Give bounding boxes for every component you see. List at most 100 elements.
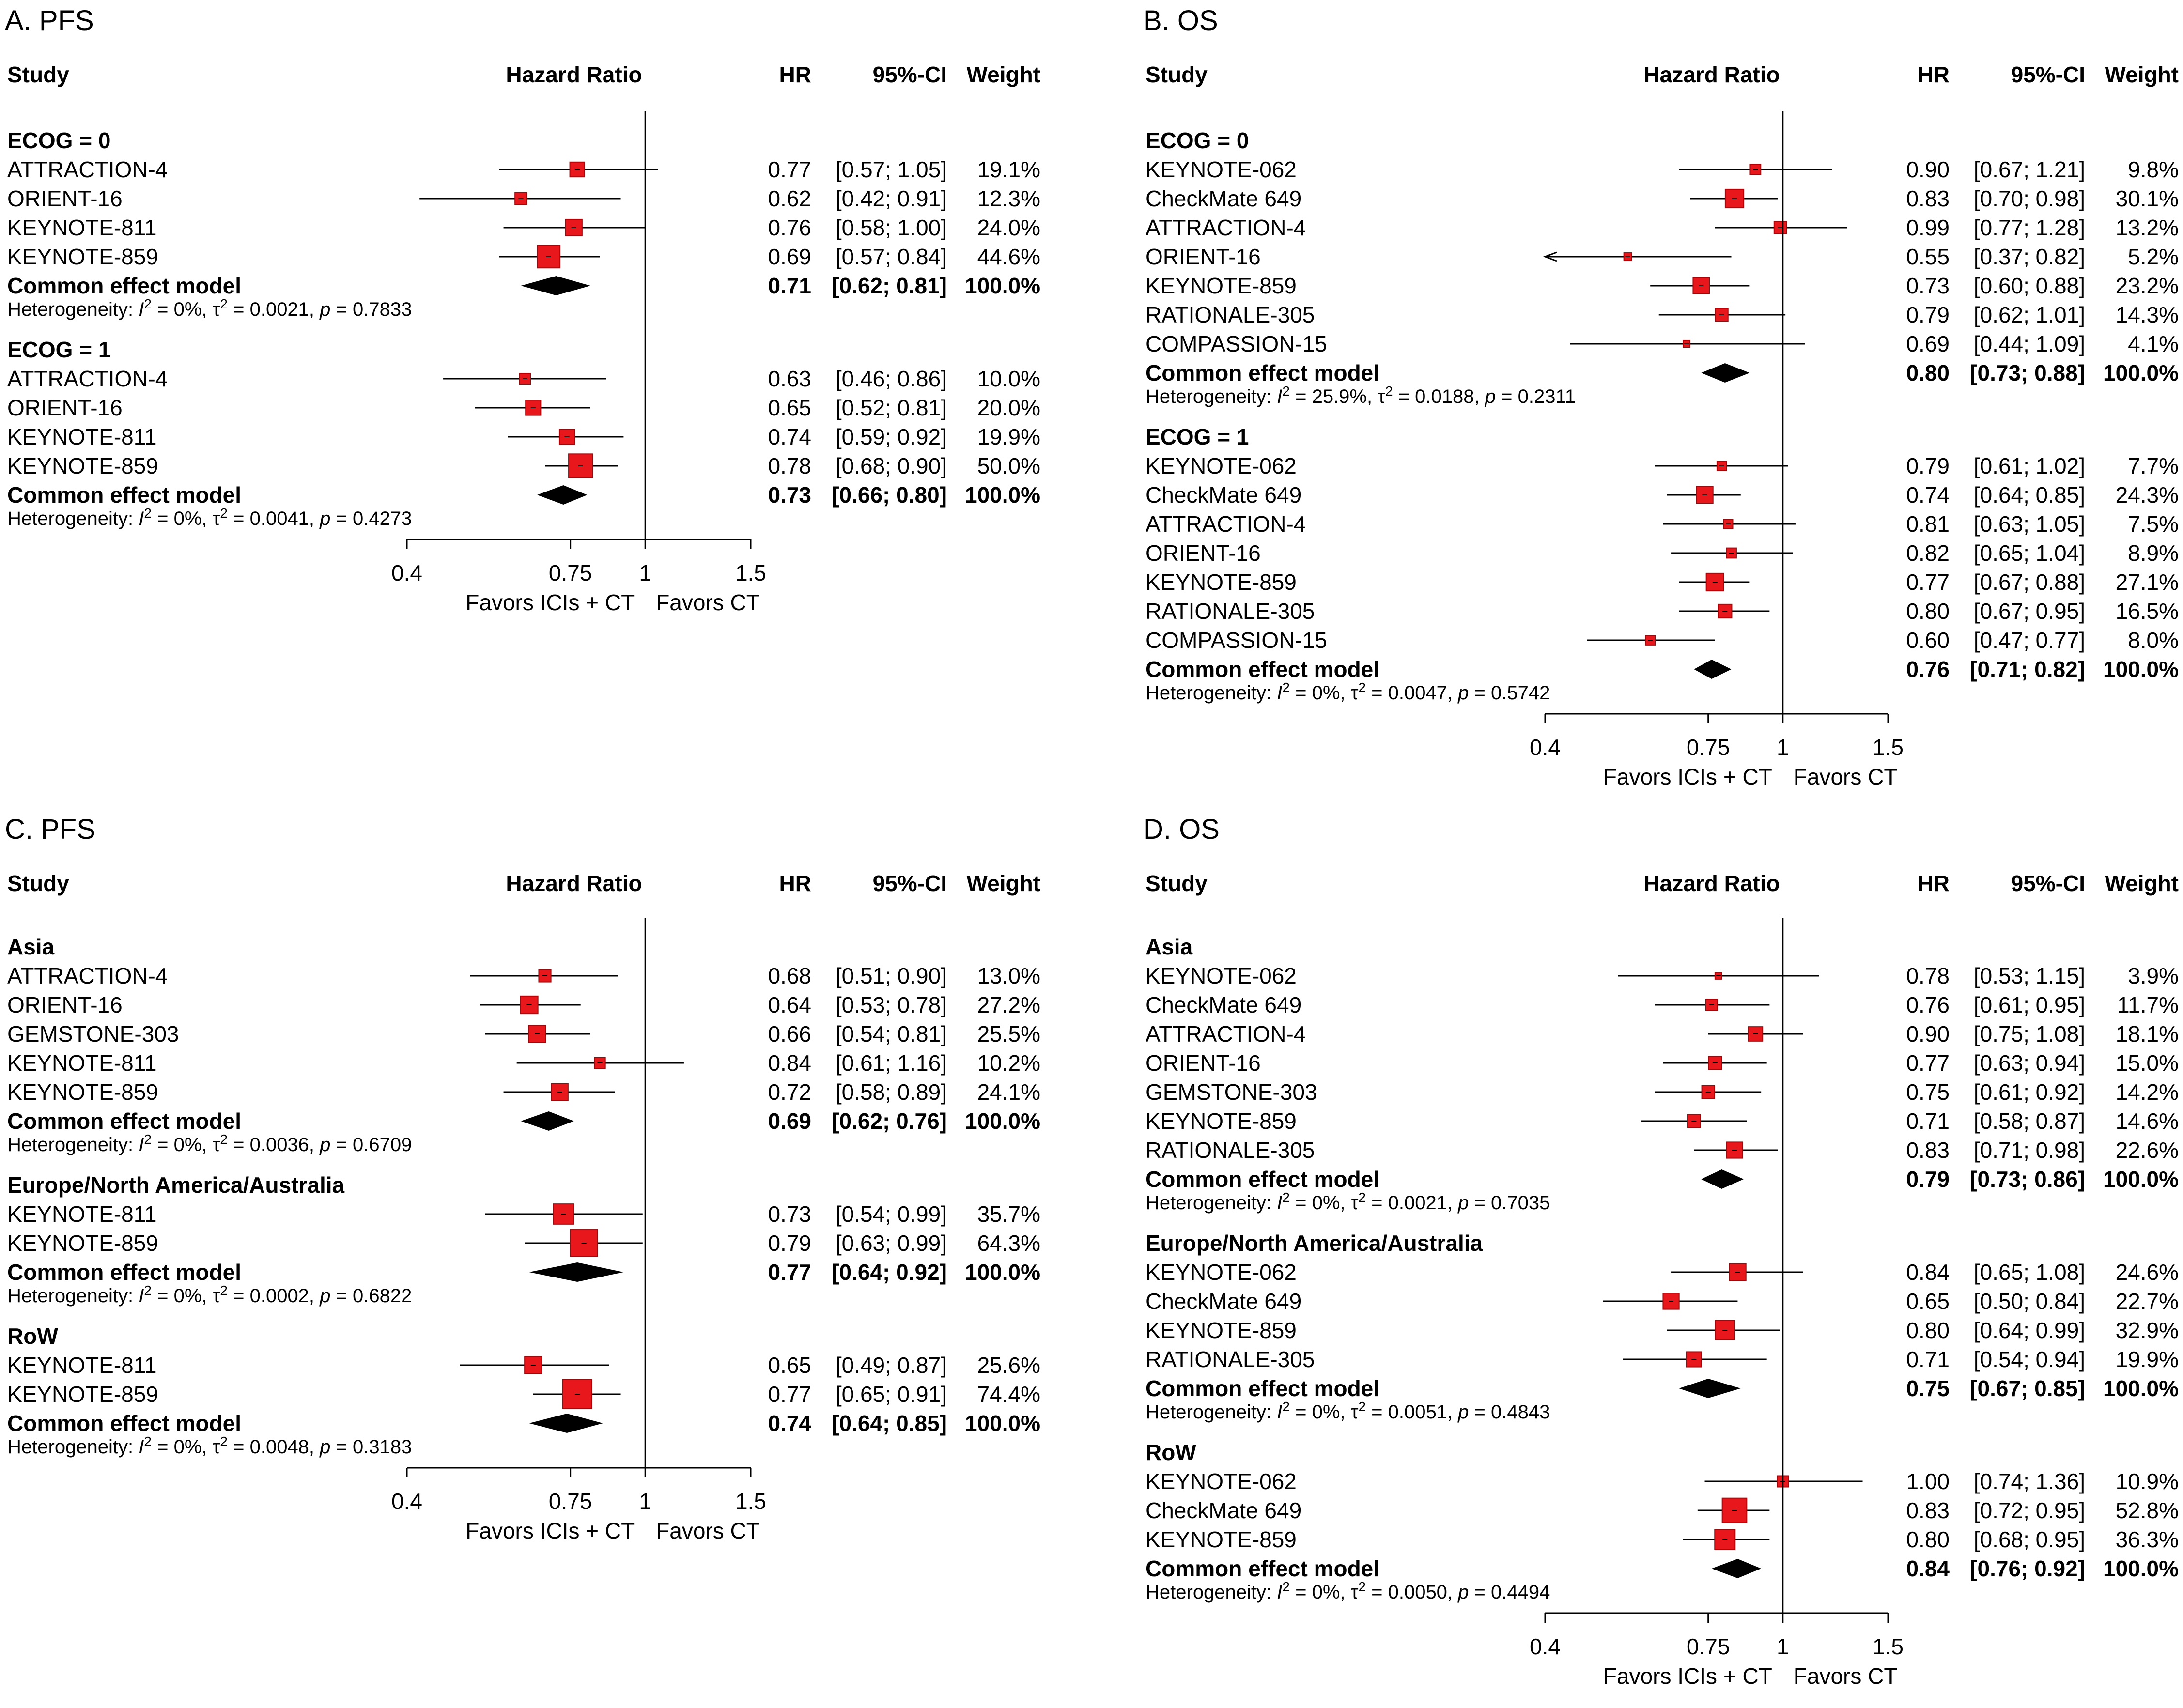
x-tick-label: 0.4	[391, 560, 422, 585]
study-name: CheckMate 649	[1146, 1289, 1301, 1314]
study-name: RATIONALE-305	[1146, 1347, 1315, 1372]
ci-value: [0.58; 0.87]	[1974, 1108, 2085, 1134]
weight-value: 27.2%	[977, 992, 1040, 1017]
weight-value: 24.6%	[2116, 1260, 2179, 1285]
weight-value: 44.6%	[977, 244, 1040, 269]
weight-value: 52.8%	[2116, 1498, 2179, 1523]
weight-value: 50.0%	[977, 453, 1040, 478]
weight-value: 8.0%	[2128, 628, 2179, 653]
weight-value: 12.3%	[977, 186, 1040, 211]
ci-value: [0.71; 0.98]	[1974, 1138, 2085, 1163]
hr-value: 0.77	[768, 157, 811, 182]
ci-value: [0.61; 0.95]	[1974, 992, 2085, 1017]
subgroup-heading: ECOG = 0	[1146, 128, 1249, 153]
weight-value: 22.7%	[2116, 1289, 2179, 1314]
header-hazard-ratio: Hazard Ratio	[1643, 871, 1780, 896]
x-tick-label: 0.75	[549, 560, 592, 585]
pooled-ci-value: [0.62; 0.76]	[832, 1108, 947, 1134]
header-hazard-ratio: Hazard Ratio	[506, 62, 642, 87]
subgroup-heading: Europe/North America/Australia	[1146, 1231, 1483, 1256]
study-name: COMPASSION-15	[1146, 628, 1327, 653]
ci-value: [0.46; 0.86]	[836, 366, 947, 391]
ci-arrow	[1543, 251, 1557, 262]
weight-value: 13.0%	[977, 963, 1040, 988]
hr-value: 0.77	[768, 1382, 811, 1407]
weight-square	[1708, 1056, 1722, 1070]
study-name: KEYNOTE-062	[1146, 1260, 1297, 1285]
weight-value: 30.1%	[2116, 186, 2179, 211]
ci-value: [0.57; 1.05]	[836, 157, 947, 182]
x-tick-label: 1.5	[1873, 1634, 1904, 1659]
ci-value: [0.44; 1.09]	[1974, 331, 2085, 356]
study-name: ORIENT-16	[1146, 540, 1261, 566]
study-name: KEYNOTE-062	[1146, 157, 1297, 182]
pooled-diamond	[521, 276, 591, 295]
ci-value: [0.60; 0.88]	[1974, 273, 2085, 298]
weight-value: 14.3%	[2116, 302, 2179, 327]
hr-value: 0.90	[1906, 1021, 1950, 1046]
x-tick-label: 0.4	[391, 1489, 422, 1514]
weight-square	[528, 1025, 546, 1043]
common-effect-label: Common effect model	[1146, 1556, 1379, 1581]
hr-value: 0.99	[1906, 215, 1950, 240]
favors-left-label: Favors ICIs + CT	[465, 1518, 635, 1543]
header-weight: Weight	[967, 62, 1040, 87]
header-ci: 95%-CI	[873, 871, 947, 896]
weight-square	[558, 429, 575, 445]
heterogeneity-stats: Heterogeneity: I2 = 0%, τ2 = 0.0021, p =…	[7, 296, 412, 321]
ci-value: [0.54; 0.94]	[1974, 1347, 2085, 1372]
hr-value: 0.80	[1906, 1527, 1950, 1552]
x-tick-label: 0.75	[1687, 1634, 1730, 1659]
ci-value: [0.61; 0.92]	[1974, 1079, 2085, 1105]
study-name: RATIONALE-305	[1146, 302, 1315, 327]
ci-value: [0.50; 0.84]	[1974, 1289, 2085, 1314]
hr-value: 0.69	[1906, 331, 1950, 356]
ci-value: [0.67; 0.95]	[1974, 599, 2085, 624]
study-name: KEYNOTE-859	[1146, 1108, 1297, 1134]
hr-value: 0.72	[768, 1079, 811, 1105]
pooled-weight-value: 100.0%	[965, 273, 1040, 298]
ci-value: [0.42; 0.91]	[836, 186, 947, 211]
x-tick-label: 1	[639, 560, 651, 585]
pooled-weight-value: 100.0%	[965, 1411, 1040, 1436]
pooled-ci-value: [0.64; 0.92]	[832, 1260, 947, 1285]
weight-value: 23.2%	[2116, 273, 2179, 298]
weight-value: 19.1%	[977, 157, 1040, 182]
ci-value: [0.65; 0.91]	[836, 1382, 947, 1407]
subgroup-heading: ECOG = 1	[1146, 424, 1249, 449]
weight-value: 15.0%	[2116, 1050, 2179, 1076]
hr-value: 0.64	[768, 992, 811, 1017]
favors-left-label: Favors ICIs + CT	[1603, 764, 1772, 789]
hr-value: 0.74	[768, 424, 811, 449]
study-name: ATTRACTION-4	[7, 157, 168, 182]
weight-value: 5.2%	[2128, 244, 2179, 269]
hr-value: 0.79	[768, 1231, 811, 1256]
ci-value: [0.53; 1.15]	[1974, 963, 2085, 988]
ci-value: [0.65; 1.08]	[1974, 1260, 2085, 1285]
weight-value: 10.0%	[977, 366, 1040, 391]
heterogeneity-stats: Heterogeneity: I2 = 0%, τ2 = 0.0047, p =…	[1146, 680, 1550, 704]
header-ci: 95%-CI	[873, 62, 947, 87]
study-name: CheckMate 649	[1146, 186, 1301, 211]
study-name: KEYNOTE-811	[7, 215, 156, 240]
hr-value: 0.77	[1906, 1050, 1950, 1076]
hr-value: 1.00	[1906, 1469, 1950, 1494]
hr-value: 0.82	[1906, 540, 1950, 566]
hr-value: 0.83	[1906, 186, 1950, 211]
x-tick-label: 1.5	[1873, 735, 1904, 760]
panel-title: B. OS	[1143, 5, 1218, 36]
panel-title: D. OS	[1143, 814, 1220, 845]
study-name: KEYNOTE-859	[7, 453, 158, 478]
study-name: KEYNOTE-062	[1146, 1469, 1297, 1494]
hr-value: 0.79	[1906, 453, 1950, 478]
study-name: ORIENT-16	[7, 186, 123, 211]
pooled-hr-value: 0.75	[1906, 1376, 1950, 1401]
hr-value: 0.75	[1906, 1079, 1950, 1105]
subgroup-heading: Asia	[1146, 934, 1193, 959]
ci-value: [0.64; 0.85]	[1974, 482, 2085, 508]
pooled-hr-value: 0.84	[1906, 1556, 1950, 1581]
weight-square	[1705, 572, 1724, 592]
header-hazard-ratio: Hazard Ratio	[1643, 62, 1780, 87]
study-name: COMPASSION-15	[1146, 331, 1327, 356]
